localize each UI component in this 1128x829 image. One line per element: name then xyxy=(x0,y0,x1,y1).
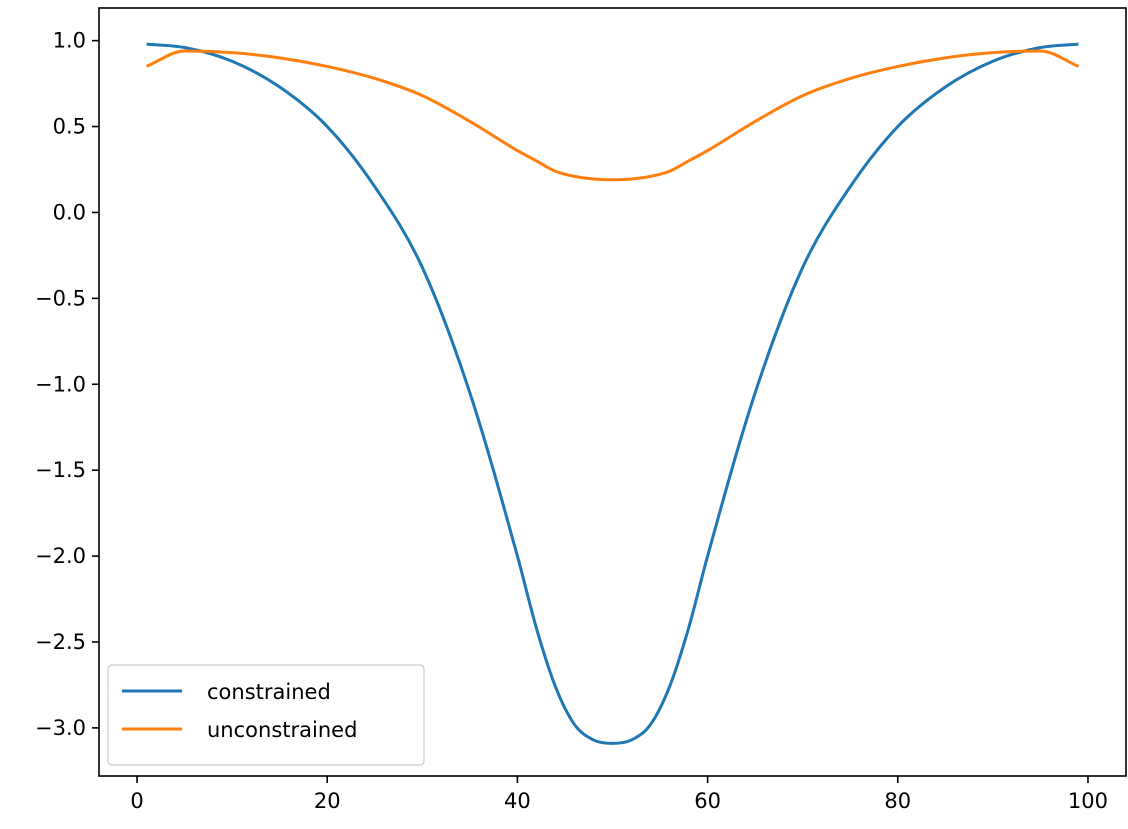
y-tick-label: 0.0 xyxy=(53,200,86,224)
y-tick-label: 1.0 xyxy=(53,29,86,53)
y-tick-label: −2.5 xyxy=(35,630,86,654)
legend-box xyxy=(107,664,425,766)
x-tick-label: 0 xyxy=(130,789,143,813)
y-tick-label: −1.5 xyxy=(35,458,86,482)
legend-label-constrained: constrained xyxy=(207,680,331,704)
series-layer xyxy=(145,42,1080,745)
x-tick-label: 40 xyxy=(504,789,531,813)
x-tick-label: 60 xyxy=(694,789,721,813)
x-tick-label: 20 xyxy=(314,789,341,813)
y-tick-label: −0.5 xyxy=(35,286,86,310)
legend-label-unconstrained: unconstrained xyxy=(207,718,357,742)
legend: constrained unconstrained xyxy=(107,664,425,766)
x-axis-ticks: 0 20 40 60 80 100 xyxy=(130,776,1108,813)
series-line-constrained xyxy=(146,42,1079,745)
plot-frame xyxy=(98,7,1127,777)
y-tick-label: −3.0 xyxy=(35,716,86,740)
y-tick-label: −1.0 xyxy=(35,372,86,396)
y-axis-ticks: 1.0 0.5 0.0 −0.5 −1.0 −1.5 −2.0 −2.5 −3.0 xyxy=(35,29,99,740)
x-tick-label: 100 xyxy=(1068,789,1108,813)
x-tick-label: 80 xyxy=(884,789,911,813)
series-line-unconstrained xyxy=(145,49,1080,182)
y-tick-label: −2.0 xyxy=(35,544,86,568)
y-tick-label: 0.5 xyxy=(53,115,86,139)
